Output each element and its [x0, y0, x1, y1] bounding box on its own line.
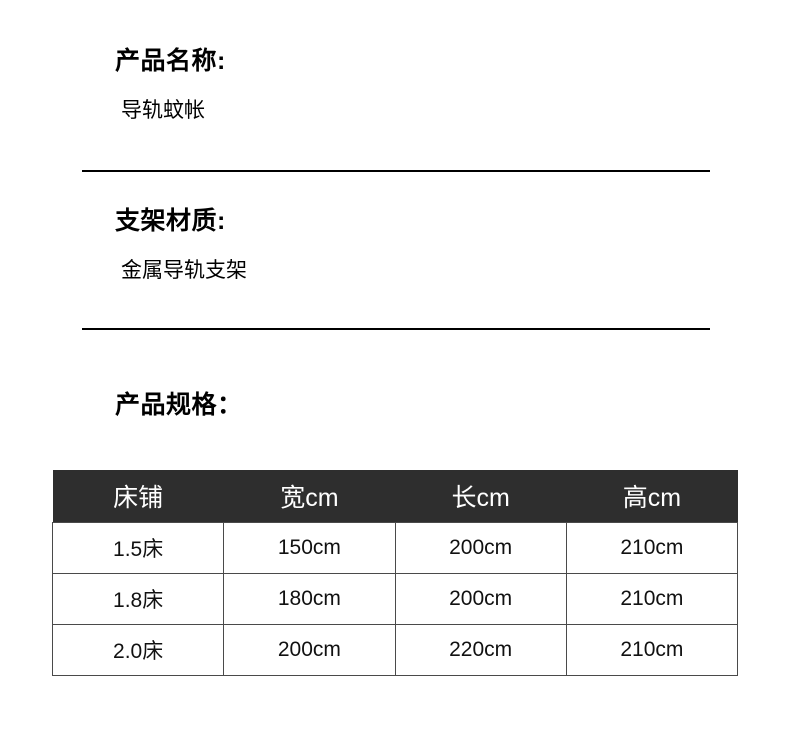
cell-height: 210cm: [565, 623, 739, 676]
section-divider-1: [82, 170, 710, 172]
attribute-row-2: 支架材质: 金属导轨支架 产品等级： 合格品: [0, 207, 790, 282]
cell-bed: 1.5床: [51, 521, 225, 574]
cell-width: 180cm: [223, 572, 396, 625]
specs-table-header-row: 床铺 宽cm 长cm 高cm: [52, 470, 738, 522]
attribute-label: 支架材质:: [115, 207, 226, 235]
column-header-width: 宽cm: [223, 470, 395, 522]
column-header-length: 长cm: [395, 470, 567, 522]
column-header-bed: 床铺: [52, 470, 224, 522]
cell-width: 200cm: [223, 623, 396, 676]
cell-length: 200cm: [394, 572, 567, 625]
table-row: 1.8床 180cm 200cm 210cm: [51, 572, 739, 625]
cell-length: 220cm: [394, 623, 567, 676]
cell-bed: 1.8床: [51, 572, 225, 625]
table-row: 1.5床 150cm 200cm 210cm: [51, 521, 739, 574]
specs-table: 床铺 宽cm 长cm 高cm 1.5床 150cm 200cm 210cm 1.…: [51, 470, 739, 676]
attribute-row-1: 产品名称: 导轨蚊帐 帐纱材质: 亮感丝: [0, 47, 790, 122]
table-row: 2.0床 200cm 220cm 210cm: [51, 623, 739, 676]
specs-heading: 产品规格：: [115, 391, 243, 419]
specs-table-head: 床铺 宽cm 长cm 高cm: [52, 470, 738, 522]
attribute-product-grade: 产品等级： 合格品: [318, 208, 790, 282]
attribute-value: 导轨蚊帐: [121, 98, 205, 122]
cell-height: 210cm: [565, 521, 739, 574]
cell-height: 210cm: [565, 572, 739, 625]
attribute-product-name: 产品名称: 导轨蚊帐: [0, 47, 318, 122]
section-divider-2: [82, 328, 710, 330]
attribute-label: 产品名称:: [115, 47, 226, 75]
specs-table-container: 床铺 宽cm 长cm 高cm 1.5床 150cm 200cm 210cm 1.…: [51, 470, 739, 676]
specs-table-body: 1.5床 150cm 200cm 210cm 1.8床 180cm 200cm …: [51, 521, 739, 676]
attribute-value: 金属导轨支架: [121, 258, 247, 282]
cell-length: 200cm: [394, 521, 567, 574]
cell-width: 150cm: [223, 521, 396, 574]
attribute-frame-material: 支架材质: 金属导轨支架: [0, 207, 318, 282]
attribute-net-fabric-material: 帐纱材质: 亮感丝: [318, 48, 790, 122]
column-header-height: 高cm: [566, 470, 738, 522]
cell-bed: 2.0床: [51, 623, 225, 676]
